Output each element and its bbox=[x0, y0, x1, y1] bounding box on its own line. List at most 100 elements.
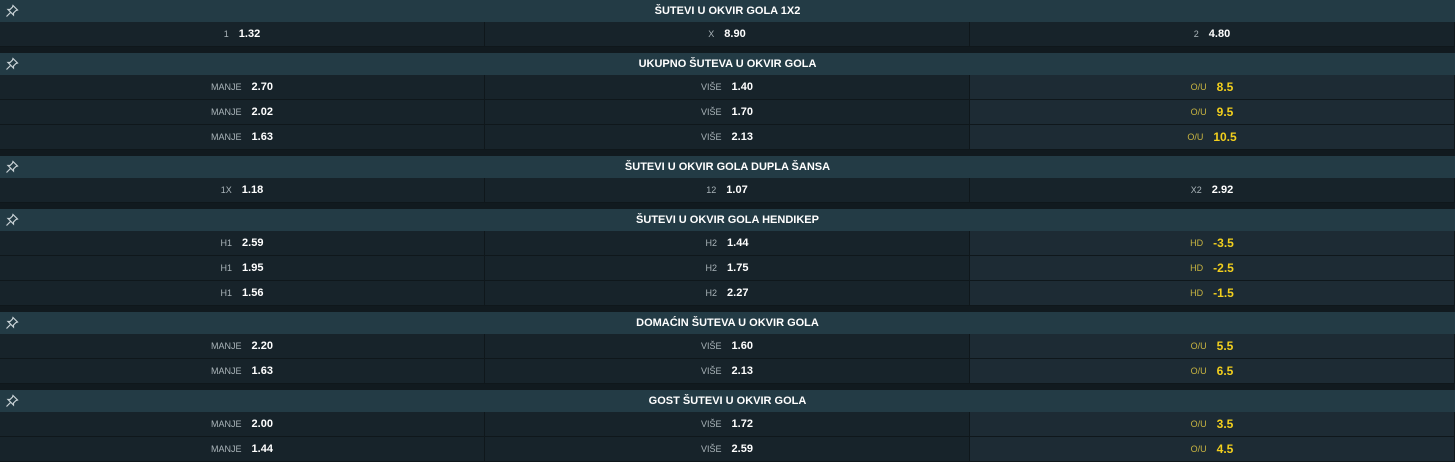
outcome-label: H1 bbox=[220, 288, 233, 298]
market-header: DOMAĆIN ŠUTEVA U OKVIR GOLA bbox=[0, 312, 1455, 334]
outcome-label: MANJE bbox=[211, 107, 242, 117]
odds-button[interactable]: 1X 1.18 bbox=[0, 178, 485, 203]
odds-value: 1.07 bbox=[726, 184, 748, 196]
pin-icon[interactable] bbox=[5, 213, 19, 227]
odds-row: MANJE 1.63 VIŠE 2.13 O/U 6.5 bbox=[0, 359, 1455, 384]
odds-button[interactable]: H1 1.56 bbox=[0, 281, 485, 306]
odds-button[interactable]: MANJE 1.63 bbox=[0, 359, 485, 384]
market-section: UKUPNO ŠUTEVA U OKVIR GOLA MANJE 2.70 VI… bbox=[0, 53, 1455, 150]
odds-button[interactable]: VIŠE 1.60 bbox=[485, 334, 970, 359]
odds-button[interactable]: VIŠE 2.59 bbox=[485, 437, 970, 462]
odds-button[interactable]: MANJE 2.20 bbox=[0, 334, 485, 359]
odds-value: 1.32 bbox=[238, 28, 261, 40]
odds-row: MANJE 1.44 VIŠE 2.59 O/U 4.5 bbox=[0, 437, 1455, 462]
odds-button[interactable]: VIŠE 1.70 bbox=[485, 100, 970, 125]
odds-row: MANJE 2.00 VIŠE 1.72 O/U 3.5 bbox=[0, 412, 1455, 437]
market-section: ŠUTEVI U OKVIR GOLA 1X2 1 1.32 X 8.90 2 … bbox=[0, 0, 1455, 47]
odds-row: 1X 1.18 12 1.07 X2 2.92 bbox=[0, 178, 1455, 203]
odds-button[interactable]: 12 1.07 bbox=[485, 178, 970, 203]
outcome-label: O/U bbox=[1190, 341, 1207, 351]
odds-value: 1.63 bbox=[251, 131, 273, 143]
outcome-label: HD bbox=[1190, 238, 1204, 248]
pin-icon[interactable] bbox=[5, 57, 19, 71]
pin-icon[interactable] bbox=[5, 4, 19, 18]
line-value: 6.5 bbox=[1216, 364, 1234, 378]
market-header: ŠUTEVI U OKVIR GOLA 1X2 bbox=[0, 0, 1455, 22]
odds-row: H1 1.95 H2 1.75 HD -2.5 bbox=[0, 256, 1455, 281]
odds-value: 8.90 bbox=[724, 28, 746, 40]
odds-row: MANJE 2.20 VIŠE 1.60 O/U 5.5 bbox=[0, 334, 1455, 359]
line-cell: O/U 3.5 bbox=[970, 412, 1455, 437]
line-value: 8.5 bbox=[1216, 80, 1234, 94]
outcome-label: VIŠE bbox=[701, 341, 722, 351]
odds-value: 2.70 bbox=[251, 81, 273, 93]
line-cell: O/U 4.5 bbox=[970, 437, 1455, 462]
market-title: ŠUTEVI U OKVIR GOLA HENDIKEP bbox=[636, 214, 819, 226]
odds-value: 1.63 bbox=[251, 365, 273, 377]
odds-row: MANJE 2.70 VIŠE 1.40 O/U 8.5 bbox=[0, 75, 1455, 100]
outcome-label: O/U bbox=[1187, 132, 1204, 142]
outcome-label: O/U bbox=[1190, 444, 1207, 454]
odds-button[interactable]: H1 1.95 bbox=[0, 256, 485, 281]
line-value: -2.5 bbox=[1213, 261, 1234, 275]
odds-button[interactable]: MANJE 2.70 bbox=[0, 75, 485, 100]
odds-value: 2.27 bbox=[727, 287, 749, 299]
market-header: ŠUTEVI U OKVIR GOLA HENDIKEP bbox=[0, 209, 1455, 231]
odds-button[interactable]: VIŠE 1.72 bbox=[485, 412, 970, 437]
odds-button[interactable]: H2 2.27 bbox=[485, 281, 970, 306]
odds-button[interactable]: X 8.90 bbox=[485, 22, 970, 47]
outcome-label: O/U bbox=[1190, 366, 1207, 376]
odds-value: 1.44 bbox=[727, 237, 749, 249]
odds-value: 4.80 bbox=[1208, 28, 1231, 40]
outcome-label: X bbox=[708, 29, 715, 39]
pin-icon[interactable] bbox=[5, 316, 19, 330]
outcome-label: H1 bbox=[220, 263, 233, 273]
odds-value: 2.20 bbox=[251, 340, 273, 352]
odds-button[interactable]: MANJE 2.00 bbox=[0, 412, 485, 437]
odds-value: 2.13 bbox=[731, 365, 753, 377]
market-section: GOST ŠUTEVI U OKVIR GOLA MANJE 2.00 VIŠE… bbox=[0, 390, 1455, 462]
outcome-label: O/U bbox=[1190, 419, 1207, 429]
odds-row: H1 1.56 H2 2.27 HD -1.5 bbox=[0, 281, 1455, 306]
odds-button[interactable]: MANJE 1.63 bbox=[0, 125, 485, 150]
pin-icon[interactable] bbox=[5, 160, 19, 174]
odds-value: 1.56 bbox=[242, 287, 264, 299]
outcome-label: 1X bbox=[220, 185, 232, 195]
odds-button[interactable]: MANJE 2.02 bbox=[0, 100, 485, 125]
odds-button[interactable]: H2 1.75 bbox=[485, 256, 970, 281]
odds-value: 2.00 bbox=[251, 418, 273, 430]
odds-value: 2.59 bbox=[731, 443, 753, 455]
line-value: -1.5 bbox=[1213, 286, 1234, 300]
odds-value: 1.95 bbox=[242, 262, 264, 274]
outcome-label: X2 bbox=[1190, 185, 1202, 195]
line-value: 4.5 bbox=[1216, 442, 1234, 456]
odds-row: 1 1.32 X 8.90 2 4.80 bbox=[0, 22, 1455, 47]
outcome-label: MANJE bbox=[211, 132, 242, 142]
odds-value: 2.02 bbox=[251, 106, 273, 118]
line-cell: HD -1.5 bbox=[970, 281, 1455, 306]
odds-value: 2.13 bbox=[731, 131, 753, 143]
odds-button[interactable]: VIŠE 1.40 bbox=[485, 75, 970, 100]
outcome-label: MANJE bbox=[211, 419, 242, 429]
odds-button[interactable]: MANJE 1.44 bbox=[0, 437, 485, 462]
odds-button[interactable]: 1 1.32 bbox=[0, 22, 485, 47]
outcome-label: 2 bbox=[1193, 29, 1199, 39]
odds-button[interactable]: H1 2.59 bbox=[0, 231, 485, 256]
odds-row: H1 2.59 H2 1.44 HD -3.5 bbox=[0, 231, 1455, 256]
odds-button[interactable]: 2 4.80 bbox=[970, 22, 1455, 47]
odds-button[interactable]: VIŠE 2.13 bbox=[485, 125, 970, 150]
market-title: DOMAĆIN ŠUTEVA U OKVIR GOLA bbox=[636, 317, 819, 329]
outcome-label: MANJE bbox=[211, 82, 242, 92]
pin-icon[interactable] bbox=[5, 394, 19, 408]
odds-button[interactable]: X2 2.92 bbox=[970, 178, 1455, 203]
outcome-label: MANJE bbox=[211, 444, 242, 454]
odds-value: 1.70 bbox=[731, 106, 753, 118]
odds-button[interactable]: VIŠE 2.13 bbox=[485, 359, 970, 384]
odds-button[interactable]: H2 1.44 bbox=[485, 231, 970, 256]
outcome-label: 1 bbox=[223, 29, 229, 39]
odds-value: 2.59 bbox=[242, 237, 264, 249]
outcome-label: VIŠE bbox=[701, 444, 722, 454]
line-cell: O/U 6.5 bbox=[970, 359, 1455, 384]
line-cell: HD -3.5 bbox=[970, 231, 1455, 256]
